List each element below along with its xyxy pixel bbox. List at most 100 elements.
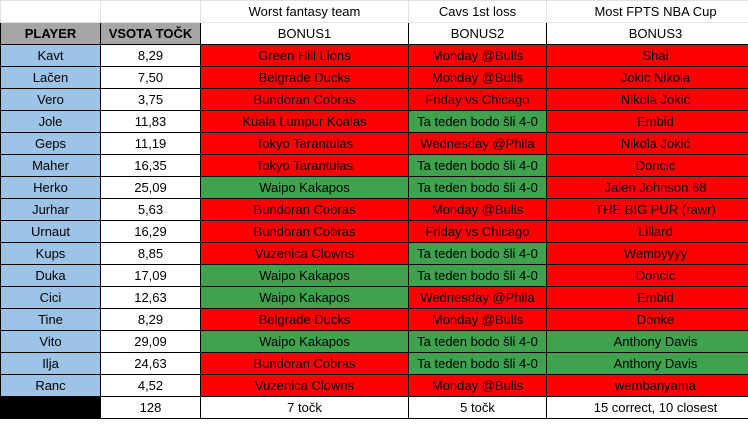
- table-row: Jole 11,83 Kuala Lumpur Koalas Ta teden bod…: [0, 110, 748, 133]
- empty-cell[interactable]: [100, 0, 201, 23]
- player-cell[interactable]: Tine: [0, 308, 101, 331]
- player-cell[interactable]: Herko: [0, 176, 101, 199]
- bonus3-cell[interactable]: THE BIG PUR (rawr): [546, 198, 748, 221]
- total-cell[interactable]: 16,35: [100, 154, 201, 177]
- bonus1-header[interactable]: BONUS1: [200, 22, 409, 45]
- total-cell[interactable]: 5,63: [100, 198, 201, 221]
- bonus3-cell[interactable]: Embid: [546, 110, 748, 133]
- player-cell[interactable]: Ranc: [0, 374, 101, 397]
- bonus1-cell[interactable]: Bundoran Cobras: [200, 352, 409, 375]
- bonus3-cell[interactable]: Anthony Davis: [546, 352, 748, 375]
- bonus3-cell[interactable]: Donke: [546, 308, 748, 331]
- player-cell[interactable]: Maher: [0, 154, 101, 177]
- bonus1-cell[interactable]: Bundoran Cobras: [200, 88, 409, 111]
- bonus3-cell[interactable]: Nikola Jokić: [546, 132, 748, 155]
- total-cell[interactable]: 3,75: [100, 88, 201, 111]
- bonus2-cell[interactable]: Friday vs Chicago: [408, 88, 547, 111]
- bonus2-cell[interactable]: Ta teden bodo šli 4-0: [408, 330, 547, 353]
- bonus2-cell[interactable]: Monday @Bulls: [408, 44, 547, 67]
- bonus2-cell[interactable]: Ta teden bodo šli 4-0: [408, 264, 547, 287]
- bonus1-cell[interactable]: Waipo Kakapos: [200, 330, 409, 353]
- player-cell[interactable]: Jole: [0, 110, 101, 133]
- bonus3-cell[interactable]: Anthony Davis: [546, 330, 748, 353]
- bonus3-cell[interactable]: Shai: [546, 44, 748, 67]
- footer-total-cell[interactable]: 128: [100, 396, 201, 419]
- empty-cell[interactable]: [0, 0, 101, 23]
- bonus2-cell[interactable]: Monday @Bulls: [408, 374, 547, 397]
- footer-bonus3-cell[interactable]: 15 correct, 10 closest: [546, 396, 748, 419]
- player-header[interactable]: PLAYER: [0, 22, 101, 45]
- total-cell[interactable]: 8,29: [100, 44, 201, 67]
- bonus1-cell[interactable]: Waipo Kakapos: [200, 264, 409, 287]
- bonus3-header[interactable]: BONUS3: [546, 22, 748, 45]
- bonus2-cell[interactable]: Monday @Bulls: [408, 198, 547, 221]
- footer-black-cell[interactable]: [0, 396, 101, 419]
- total-cell[interactable]: 29,09: [100, 330, 201, 353]
- bonus2-title[interactable]: Cavs 1st loss: [408, 0, 547, 23]
- bonus1-cell[interactable]: Kuala Lumpur Koalas: [200, 110, 409, 133]
- total-cell[interactable]: 8,29: [100, 308, 201, 331]
- bonus2-cell[interactable]: Wednesday @Phila: [408, 286, 547, 309]
- total-cell[interactable]: 25,09: [100, 176, 201, 199]
- player-cell[interactable]: Kavt: [0, 44, 101, 67]
- bonus2-cell[interactable]: Monday @Bulls: [408, 66, 547, 89]
- bonus1-cell[interactable]: Vuzenica Clowns: [200, 242, 409, 265]
- bonus2-cell[interactable]: Ta teden bodo šli 4-0: [408, 176, 547, 199]
- player-cell[interactable]: Vito: [0, 330, 101, 353]
- table-row: Geps 11,19 Tokyo Tarantulas Wednesday @Phil…: [0, 132, 748, 155]
- bonus2-cell[interactable]: Ta teden bodo šli 4-0: [408, 110, 547, 133]
- bonus1-cell[interactable]: Vuzenica Clowns: [200, 374, 409, 397]
- bonus2-header[interactable]: BONUS2: [408, 22, 547, 45]
- bonus3-cell[interactable]: Jalen Johnson 68: [546, 176, 748, 199]
- bonus1-cell[interactable]: Bundoran Cobras: [200, 198, 409, 221]
- total-cell[interactable]: 7,50: [100, 66, 201, 89]
- bonus3-cell[interactable]: Doncic: [546, 154, 748, 177]
- bonus2-cell[interactable]: Ta teden bodo šli 4-0: [408, 154, 547, 177]
- bonus2-cell[interactable]: Ta teden bodo šli 4-0: [408, 352, 547, 375]
- bonus1-cell[interactable]: Belgrade Ducks: [200, 308, 409, 331]
- bonus3-title[interactable]: Most FPTS NBA Cup: [546, 0, 748, 23]
- bonus1-cell[interactable]: Belgrade Ducks: [200, 66, 409, 89]
- bonus1-cell[interactable]: Tokyo Tarantulas: [200, 132, 409, 155]
- table-row: Cici 12,63 Waipo Kakapos Wednesday @Phila Em…: [0, 286, 748, 309]
- total-cell[interactable]: 16,29: [100, 220, 201, 243]
- bonus2-cell[interactable]: Ta teden bodo šli 4-0: [408, 242, 547, 265]
- player-cell[interactable]: Duka: [0, 264, 101, 287]
- player-cell[interactable]: Vero: [0, 88, 101, 111]
- player-cell[interactable]: Urnaut: [0, 220, 101, 243]
- bonus1-cell[interactable]: Waipo Kakapos: [200, 176, 409, 199]
- total-header[interactable]: VSOTA TOČK: [100, 22, 201, 45]
- footer-bonus2-cell[interactable]: 5 točk: [408, 396, 547, 419]
- bonus1-cell[interactable]: Bundoran Cobras: [200, 220, 409, 243]
- player-cell[interactable]: Geps: [0, 132, 101, 155]
- table-row: Kups 8,85 Vuzenica Clowns Ta teden bodo šli…: [0, 242, 748, 265]
- player-cell[interactable]: Jurhar: [0, 198, 101, 221]
- player-cell[interactable]: Kups: [0, 242, 101, 265]
- total-cell[interactable]: 24,63: [100, 352, 201, 375]
- bonus3-cell[interactable]: Lillard: [546, 220, 748, 243]
- bonus3-cell[interactable]: Doncic: [546, 264, 748, 287]
- bonus3-cell[interactable]: Wembyyyy: [546, 242, 748, 265]
- total-cell[interactable]: 12,63: [100, 286, 201, 309]
- bonus2-cell[interactable]: Wednesday @Phila: [408, 132, 547, 155]
- bonus1-cell[interactable]: Waipo Kakapos: [200, 286, 409, 309]
- bonus3-cell[interactable]: wembanyama: [546, 374, 748, 397]
- bonus1-cell[interactable]: Green Hill Lions: [200, 44, 409, 67]
- bonus3-cell[interactable]: Embid: [546, 286, 748, 309]
- bonus2-cell[interactable]: Friday vs Chicago: [408, 220, 547, 243]
- bonus1-cell[interactable]: Tokyo Tarantulas: [200, 154, 409, 177]
- table-row: Maher 16,35 Tokyo Tarantulas Ta teden bodo …: [0, 154, 748, 177]
- bonus3-cell[interactable]: Jokic Nikola: [546, 66, 748, 89]
- total-cell[interactable]: 11,83: [100, 110, 201, 133]
- bonus1-title[interactable]: Worst fantasy team: [200, 0, 409, 23]
- player-cell[interactable]: Cici: [0, 286, 101, 309]
- player-cell[interactable]: Ilja: [0, 352, 101, 375]
- bonus2-cell[interactable]: Monday @Bulls: [408, 308, 547, 331]
- footer-bonus1-cell[interactable]: 7 točk: [200, 396, 409, 419]
- total-cell[interactable]: 11,19: [100, 132, 201, 155]
- player-cell[interactable]: Lačen: [0, 66, 101, 89]
- bonus3-cell[interactable]: Nikola Jokić: [546, 88, 748, 111]
- total-cell[interactable]: 4,52: [100, 374, 201, 397]
- total-cell[interactable]: 17,09: [100, 264, 201, 287]
- total-cell[interactable]: 8,85: [100, 242, 201, 265]
